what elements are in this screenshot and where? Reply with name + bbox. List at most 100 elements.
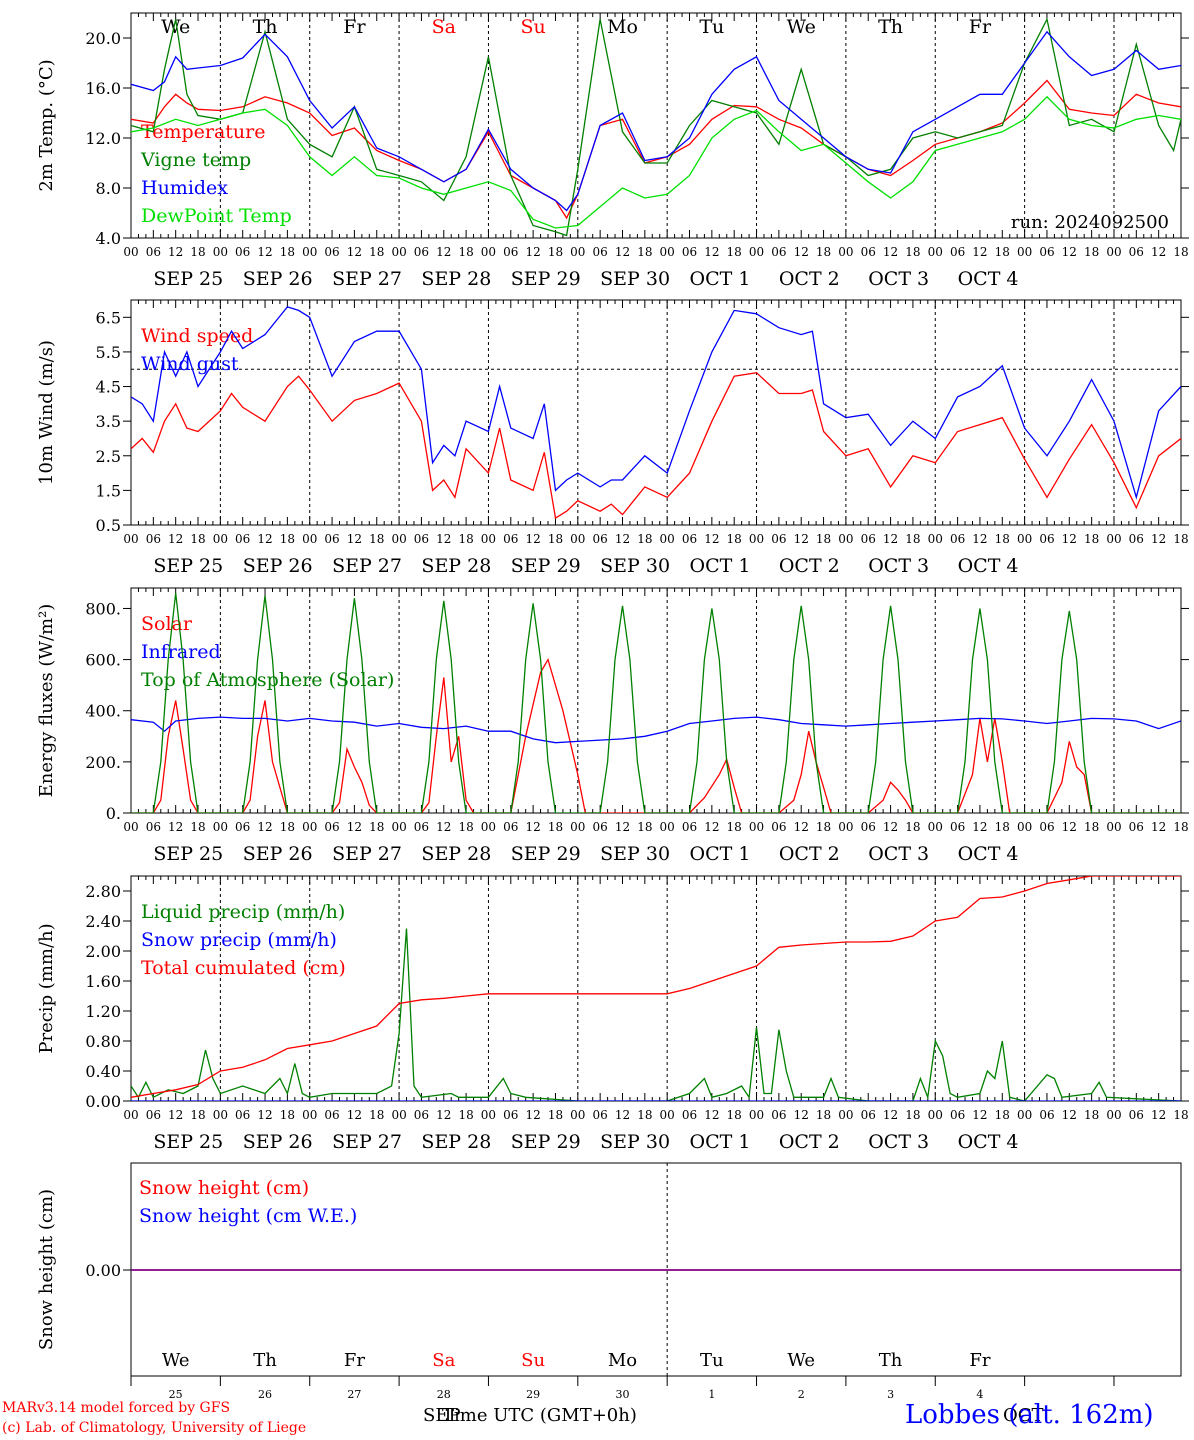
x-hour-label: 00: [749, 245, 764, 259]
x-hour-label: 18: [995, 820, 1010, 834]
x-hour-label: 18: [995, 1108, 1010, 1122]
x-hour-label: 12: [168, 820, 183, 834]
x-hour-label: 06: [146, 245, 161, 259]
x-hour-label: 12: [1062, 1108, 1077, 1122]
x-hour-label: 00: [838, 820, 853, 834]
x-hour-label: 00: [123, 532, 138, 546]
day-number-label: 25: [169, 1388, 183, 1401]
date-label: SEP 29: [511, 268, 581, 290]
x-hour-label: 06: [682, 820, 697, 834]
x-hour-label: 00: [928, 820, 943, 834]
x-hour-label: 00: [660, 1108, 675, 1122]
x-hour-label: 18: [458, 245, 473, 259]
date-label: SEP 28: [421, 843, 491, 865]
x-hour-label: 06: [593, 1108, 608, 1122]
x-hour-label: 12: [525, 245, 540, 259]
series-line: [131, 95, 1181, 229]
series-line: [131, 306, 1181, 500]
x-hour-label: 06: [861, 1108, 876, 1122]
x-hour-label: 12: [794, 532, 809, 546]
date-label: OCT 3: [868, 843, 929, 865]
x-hour-label: 00: [749, 820, 764, 834]
x-hour-label: 18: [995, 532, 1010, 546]
date-label: OCT 2: [779, 843, 840, 865]
x-hour-label: 12: [704, 1108, 719, 1122]
x-hour-label: 06: [593, 820, 608, 834]
x-hour-label: 06: [682, 1108, 697, 1122]
station-label: Lobbes (alt. 162m): [905, 1400, 1154, 1430]
series-line: [131, 593, 1181, 813]
x-hour-label: 06: [503, 820, 518, 834]
x-hour-label: 00: [660, 532, 675, 546]
day-name-label: Su: [521, 1350, 545, 1371]
x-hour-label: 00: [660, 245, 675, 259]
day-name-label: Su: [520, 16, 545, 38]
legend-label: Vigne temp: [140, 149, 251, 171]
date-label: SEP 26: [243, 555, 313, 577]
x-hour-label: 12: [1151, 245, 1166, 259]
x-hour-label: 18: [816, 820, 831, 834]
month-right-label: OCT: [1003, 1405, 1044, 1426]
day-number-label: 1: [708, 1388, 715, 1401]
series-line: [131, 716, 1181, 744]
x-hour-label: 12: [1062, 245, 1077, 259]
panel-temp: 4.0 8.0 12.0 16.0 20.0 00 06 12 18 00 06 12 18 00 06 12…: [36, 12, 1189, 290]
x-hour-label: 00: [481, 245, 496, 259]
x-hour-label: 18: [548, 532, 563, 546]
day-name-label: We: [161, 16, 190, 38]
date-label: SEP 25: [153, 843, 223, 865]
x-hour-label: 00: [302, 532, 317, 546]
date-label: SEP 25: [153, 268, 223, 290]
x-hour-label: 00: [123, 245, 138, 259]
x-hour-label: 12: [972, 245, 987, 259]
x-hour-label: 00: [838, 532, 853, 546]
x-hour-label: 06: [1129, 532, 1144, 546]
x-hour-label: 18: [458, 1108, 473, 1122]
x-hour-label: 18: [190, 820, 205, 834]
x-hour-label: 00: [481, 532, 496, 546]
x-hour-label: 12: [883, 820, 898, 834]
date-label: OCT 2: [779, 1131, 840, 1153]
x-hour-label: 00: [838, 1108, 853, 1122]
x-hour-label: 06: [861, 820, 876, 834]
panel-wind: 0.5 1.5 2.5 3.5 4.5 5.5 6.5 00 06 12 18 00 06 12 18 00 0…: [36, 299, 1189, 577]
x-hour-label: 18: [905, 820, 920, 834]
x-hour-label: 12: [168, 1108, 183, 1122]
x-hour-label: 12: [794, 820, 809, 834]
x-hour-label: 06: [1129, 1108, 1144, 1122]
x-hour-label: 00: [391, 820, 406, 834]
x-hour-label: 18: [905, 532, 920, 546]
x-hour-label: 18: [727, 820, 742, 834]
date-label: SEP 27: [332, 555, 402, 577]
x-hour-label: 00: [213, 532, 228, 546]
x-hour-label: 00: [1017, 532, 1032, 546]
legend-label: Snow precip (mm/h): [141, 929, 337, 951]
series-line: [131, 79, 1181, 220]
y-tick-label: 8.0: [96, 179, 121, 198]
x-hour-label: 12: [257, 1108, 272, 1122]
x-hour-label: 18: [458, 820, 473, 834]
legend-label: Humidex: [141, 177, 228, 199]
legend-label: Liquid precip (mm/h): [141, 901, 345, 923]
day-name-label: Fr: [969, 16, 992, 38]
x-hour-label: 00: [1106, 532, 1121, 546]
x-hour-label: 18: [1084, 820, 1099, 834]
series-line: [131, 657, 1181, 813]
x-hour-label: 00: [391, 1108, 406, 1122]
legend-label: Temperature: [141, 121, 265, 143]
x-hour-label: 18: [905, 245, 920, 259]
x-hour-label: 00: [838, 245, 853, 259]
day-number-label: 30: [615, 1388, 629, 1401]
x-hour-label: 06: [324, 245, 339, 259]
x-hour-label: 06: [1129, 820, 1144, 834]
date-label: SEP 29: [511, 1131, 581, 1153]
legend-label: Wind gust: [141, 353, 239, 375]
x-hour-label: 06: [146, 532, 161, 546]
date-label: OCT 1: [690, 555, 751, 577]
x-hour-label: 12: [347, 245, 362, 259]
day-name-label: Mo: [608, 1350, 637, 1371]
x-hour-label: 12: [168, 245, 183, 259]
x-hour-label: 12: [883, 245, 898, 259]
x-hour-label: 00: [1106, 820, 1121, 834]
y-tick-label: 20.0: [85, 29, 121, 48]
